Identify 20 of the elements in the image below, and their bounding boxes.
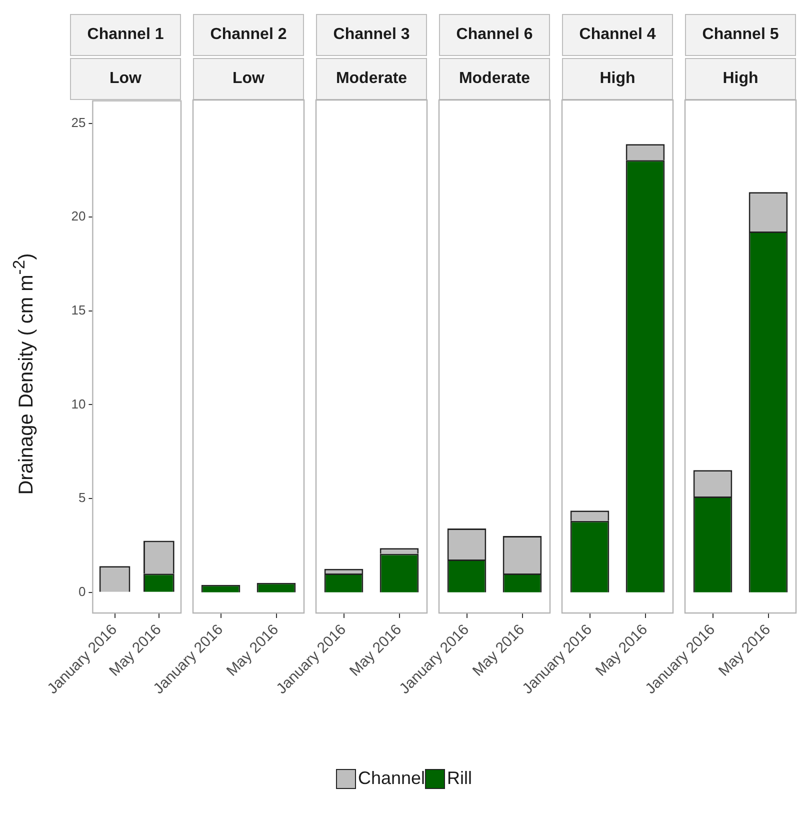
chart-subtitle: High <box>562 58 673 100</box>
y-tick-label: 10 <box>71 396 86 412</box>
chart-title: Channel 4 <box>562 14 673 56</box>
legend-label: Channel <box>358 768 426 789</box>
y-tick-label: 25 <box>71 114 86 130</box>
chart-title: Channel 2 <box>193 14 304 56</box>
legend-label: Rill <box>447 768 472 789</box>
chart-subtitle: High <box>685 58 796 100</box>
chart-title: Channel 5 <box>685 14 796 56</box>
y-tick-label: 5 <box>78 490 86 506</box>
y-tick-label: 0 <box>78 584 86 599</box>
chart-subtitle: Moderate <box>316 58 427 100</box>
y-tick-label: 15 <box>71 302 86 318</box>
chart-subtitle: Low <box>193 58 304 100</box>
y-tick-label: 20 <box>71 208 86 224</box>
chart-title: Channel 3 <box>316 14 427 56</box>
chart-subtitle: Moderate <box>439 58 550 100</box>
chart-title: Channel 6 <box>439 14 550 56</box>
chart-subtitle: Low <box>70 58 181 100</box>
chart-title: Channel 1 <box>70 14 181 56</box>
